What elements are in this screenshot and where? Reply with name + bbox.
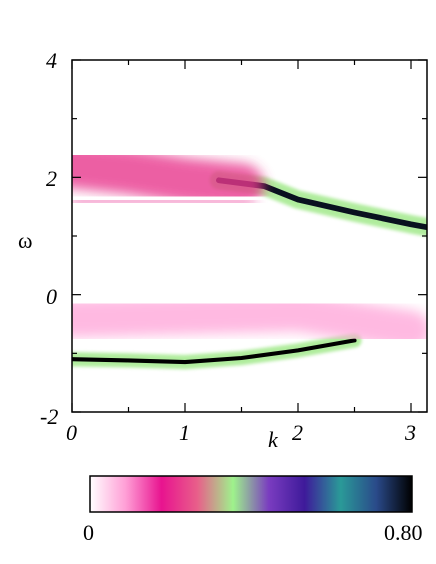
y-tick-label-0: 0 [46,284,57,309]
axis-ticks [71,59,427,413]
x-tick-label-0: 0 [66,420,77,445]
colorbar: 0 0.80 [83,475,423,545]
colorbar-gradient [89,475,413,513]
band-upper-broad [72,143,265,209]
x-tick-label-3: 3 [404,420,416,445]
spectral-bands [72,143,427,370]
plot-area [71,59,428,413]
colorbar-max-label: 0.80 [384,520,423,545]
x-tick-label-2: 2 [292,420,303,445]
band-lower-sharp [72,338,357,365]
band-upper-edge [72,197,257,206]
colorbar-min-label: 0 [83,520,94,545]
x-tick-label-1: 1 [179,420,190,445]
y-tick-label-neg2: -2 [40,404,58,429]
x-axis-label: k [268,427,279,452]
y-tick-label-2: 2 [46,166,57,191]
band-lower-continuum [72,292,427,350]
y-axis-label: ω [18,228,32,253]
y-tick-label-4: 4 [46,48,57,73]
tick-labels: 0 1 2 3 4 2 0 -2 [40,48,416,445]
